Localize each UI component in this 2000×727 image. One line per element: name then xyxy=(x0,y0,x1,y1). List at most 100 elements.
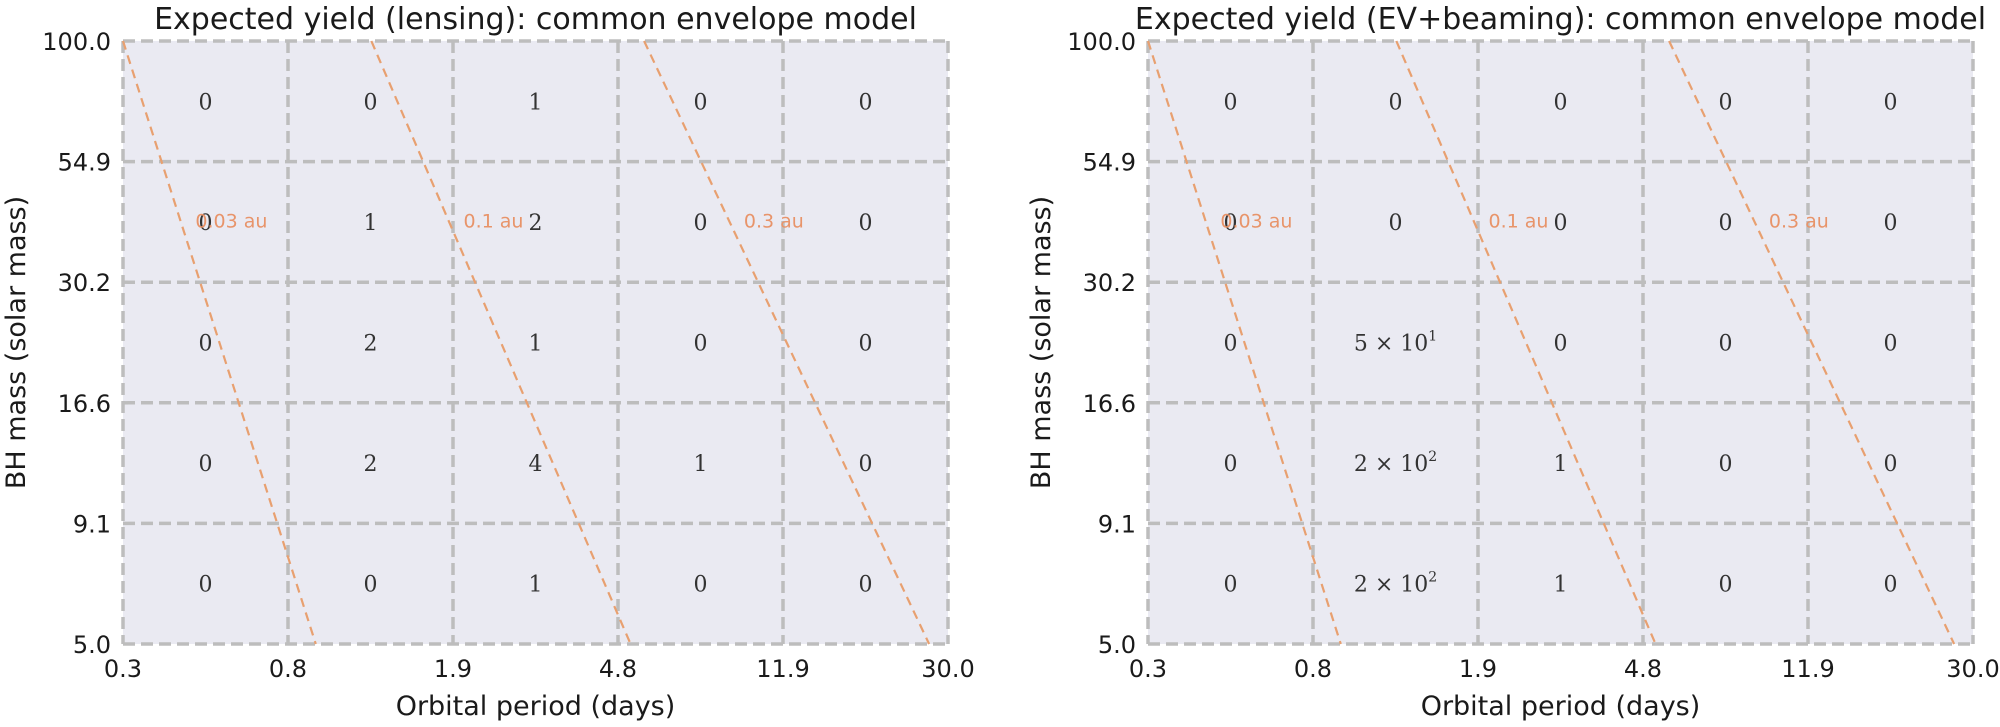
chart-1-separation-line: 0.03 au xyxy=(121,40,317,645)
chart-2-y-tick-label: 100.0 xyxy=(1067,28,1136,56)
chart-2-cell-value: 0 xyxy=(1224,573,1238,598)
chart-2-cell-value: 5 × 101 xyxy=(1354,329,1437,357)
chart-2-plot-area xyxy=(1148,41,1973,644)
chart-2-cell-value: 0 xyxy=(1554,332,1568,357)
chart-2-cell-value: 0 xyxy=(1554,211,1568,236)
chart-1-x-tick-label: 11.9 xyxy=(756,655,809,683)
chart-2-x-tick-label: 1.9 xyxy=(1459,655,1497,683)
chart-2-separation-line: 0.3 au xyxy=(1668,40,1956,645)
chart-1-cell-value: 0 xyxy=(859,211,873,236)
chart-2-separation-line-path xyxy=(1146,40,1342,645)
chart-1-separation-label: 0.1 au xyxy=(463,210,523,232)
chart-2-x-tick-label: 4.8 xyxy=(1624,655,1662,683)
chart-1-y-tick-label: 30.2 xyxy=(58,269,111,297)
chart-2-title: Expected yield (EV+beaming): common enve… xyxy=(1135,2,1986,37)
chart-2-cell-value: 0 xyxy=(1884,211,1898,236)
chart-1-cell-value: 0 xyxy=(199,211,213,236)
chart-1-cell-value: 0 xyxy=(859,332,873,357)
chart-2-separation-line-path xyxy=(1395,40,1657,645)
chart-2-cell-value: 0 xyxy=(1224,211,1238,236)
chart-2-y-axis-label: BH mass (solar mass) xyxy=(1026,196,1057,489)
chart-1-cell-value: 0 xyxy=(364,90,378,115)
chart-1-x-tick-label: 0.8 xyxy=(269,655,307,683)
chart-1: 0 0 1 0 00 1 2 0 00 2 1 0 00 2 4 1 00 0 1 0 00.03 au 0.1 au 0.… xyxy=(1,2,975,722)
chart-1-cell-value: 0 xyxy=(859,573,873,598)
chart-1-separation-line: 0.3 au xyxy=(643,40,931,645)
chart-1-cell-value: 0 xyxy=(364,573,378,598)
chart-1-cell-value: 1 xyxy=(529,90,543,115)
chart-1-x-tick-label: 0.3 xyxy=(104,655,142,683)
chart-1-y-tick-label: 9.1 xyxy=(73,510,111,538)
chart-2-cell-value: 0 xyxy=(1389,90,1403,115)
chart-1-separation-label: 0.03 au xyxy=(195,210,267,232)
chart-2-cell-value: 2 × 102 xyxy=(1354,570,1437,598)
chart-2-cell-value: 0 xyxy=(1719,573,1733,598)
chart-2-cell-value: 2 × 102 xyxy=(1354,449,1437,477)
chart-2-y-tick-label: 5.0 xyxy=(1098,631,1136,659)
chart-2-cell-value: 0 xyxy=(1884,332,1898,357)
chart-1-x-tick-label: 1.9 xyxy=(434,655,472,683)
chart-2-cell-value: 0 xyxy=(1884,573,1898,598)
chart-2-cell-value: 1 xyxy=(1554,573,1568,598)
chart-1-title: Expected yield (lensing): common envelop… xyxy=(154,2,917,37)
chart-2-separation-label: 0.03 au xyxy=(1220,210,1292,232)
chart-1-cell-value: 1 xyxy=(529,332,543,357)
chart-1-y-tick-label: 100.0 xyxy=(42,28,111,56)
chart-2-x-axis-label: Orbital period (days) xyxy=(1421,691,1701,722)
chart-2-separation-label: 0.3 au xyxy=(1769,210,1829,232)
chart-1-cell-value: 0 xyxy=(694,90,708,115)
chart-2-cell-value: 0 xyxy=(1389,211,1403,236)
chart-1-cell-value: 1 xyxy=(364,211,378,236)
chart-1-cell-value: 0 xyxy=(694,211,708,236)
chart-1-separation-line-path xyxy=(121,40,317,645)
chart-1-cell-value: 1 xyxy=(694,452,708,477)
chart-1-cell-value: 0 xyxy=(694,332,708,357)
chart-1-x-tick-label: 30.0 xyxy=(921,655,974,683)
chart-1-cell-value: 0 xyxy=(199,332,213,357)
chart-2-cell-value: 0 xyxy=(1884,90,1898,115)
chart-1-cell-value: 0 xyxy=(859,452,873,477)
chart-1-separation-line-path xyxy=(370,40,632,645)
chart-2-cell-value: 1 xyxy=(1554,452,1568,477)
chart-1-y-tick-label: 5.0 xyxy=(73,631,111,659)
chart-1-separation-line: 0.1 au xyxy=(370,40,632,645)
chart-2-cell-value: 0 xyxy=(1719,332,1733,357)
chart-1-plot-area xyxy=(123,41,948,644)
chart-2-cell-value: 0 xyxy=(1224,452,1238,477)
chart-2-cell-value: 0 xyxy=(1719,211,1733,236)
chart-2-cell-value: 0 xyxy=(1224,90,1238,115)
chart-2-separation-line: 0.03 au xyxy=(1146,40,1342,645)
chart-1-separation-line-path xyxy=(643,40,931,645)
chart-1-x-axis-label: Orbital period (days) xyxy=(396,691,676,722)
chart-2-x-tick-label: 0.8 xyxy=(1294,655,1332,683)
chart-2-cell-value: 0 xyxy=(1884,452,1898,477)
chart-2-y-tick-label: 16.6 xyxy=(1083,390,1136,418)
chart-2-x-tick-label: 0.3 xyxy=(1129,655,1167,683)
chart-2-separation-line: 0.1 au xyxy=(1395,40,1657,645)
chart-2-cell-value: 0 xyxy=(1554,90,1568,115)
chart-2-x-tick-label: 30.0 xyxy=(1946,655,1999,683)
chart-2: 0 0 0 0 0 0 0 0 0 0 0 5 × 101 0 0 0 0 2 × 102 1 0 0 0 2 × 102… xyxy=(1026,2,2000,722)
chart-1-y-tick-label: 16.6 xyxy=(58,390,111,418)
chart-2-y-tick-label: 54.9 xyxy=(1083,149,1136,177)
chart-1-y-axis-label: BH mass (solar mass) xyxy=(1,196,32,489)
chart-1-cell-value: 0 xyxy=(199,573,213,598)
chart-2-cell-value: 0 xyxy=(1224,332,1238,357)
chart-1-cell-value: 0 xyxy=(199,452,213,477)
chart-2-cell-value: 0 xyxy=(1719,90,1733,115)
chart-1-cell-value: 2 xyxy=(529,211,543,236)
chart-1-cell-value: 1 xyxy=(529,573,543,598)
chart-1-separation-label: 0.3 au xyxy=(744,210,804,232)
chart-1-x-tick-label: 4.8 xyxy=(599,655,637,683)
chart-1-cell-value: 0 xyxy=(199,90,213,115)
chart-1-cell-value: 0 xyxy=(694,573,708,598)
chart-1-cell-value: 4 xyxy=(529,452,543,477)
chart-2-x-tick-label: 11.9 xyxy=(1781,655,1834,683)
chart-1-cell-value: 0 xyxy=(859,90,873,115)
chart-2-separation-line-path xyxy=(1668,40,1956,645)
chart-2-y-tick-label: 30.2 xyxy=(1083,269,1136,297)
chart-1-cell-value: 2 xyxy=(364,332,378,357)
chart-1-cell-value: 2 xyxy=(364,452,378,477)
chart-1-y-tick-label: 54.9 xyxy=(58,149,111,177)
